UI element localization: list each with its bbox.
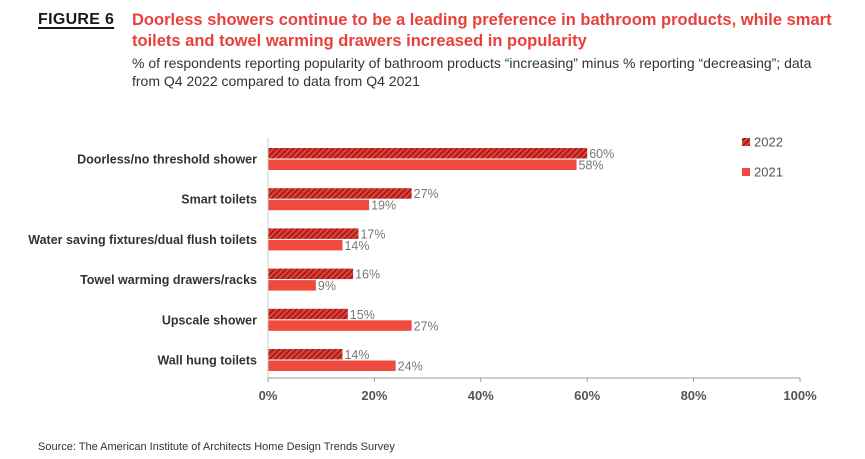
data-label-2021: 19% <box>371 199 396 213</box>
bar-2021 <box>268 199 370 211</box>
bar-2021 <box>268 320 412 331</box>
bar-2022 <box>268 308 348 320</box>
category-label: Doorless/no threshold shower <box>77 153 257 167</box>
data-label-2021: 14% <box>344 239 369 253</box>
data-label-2022: 16% <box>355 268 380 282</box>
bar-2022 <box>268 349 343 360</box>
data-label-2021: 9% <box>318 279 336 293</box>
data-label-2022: 15% <box>350 308 375 322</box>
x-tick-label: 0% <box>259 388 278 403</box>
data-label-2022: 27% <box>414 187 439 201</box>
category-label: Smart toilets <box>181 193 257 207</box>
x-tick-label: 80% <box>681 388 707 403</box>
data-label-2022: 17% <box>360 227 385 241</box>
data-label-2022: 14% <box>344 348 369 362</box>
legend-swatch-2021 <box>742 168 750 176</box>
bar-2022 <box>268 188 412 199</box>
data-label-2021: 24% <box>398 360 423 374</box>
legend-label-2021: 2021 <box>754 165 783 180</box>
bar-2022 <box>268 148 588 159</box>
category-label: Water saving fixtures/dual flush toilets <box>28 233 257 247</box>
x-tick-label: 20% <box>361 388 387 403</box>
bar-2021 <box>268 239 343 251</box>
data-label-2021: 58% <box>579 159 604 173</box>
x-tick-label: 100% <box>783 388 817 403</box>
figure-label: FIGURE 6 <box>38 11 115 28</box>
bar-2022 <box>268 228 359 239</box>
bar-2021 <box>268 159 577 170</box>
source-note: Source: The American Institute of Archit… <box>38 441 395 453</box>
category-label: Wall hung toilets <box>157 354 257 368</box>
chart-subtitle: % of respondents reporting popularity of… <box>132 55 812 89</box>
chart-title: Doorless showers continue to be a leadin… <box>132 11 832 50</box>
data-label-2021: 27% <box>414 319 439 333</box>
data-label-2022: 60% <box>589 147 614 161</box>
bar-2021 <box>268 280 316 291</box>
category-label: Upscale shower <box>162 313 257 327</box>
bar-2022 <box>268 268 354 280</box>
x-tick-label: 40% <box>468 388 494 403</box>
legend-label-2022: 2022 <box>754 135 783 150</box>
bar-2021 <box>268 360 396 371</box>
legend-swatch-2022 <box>742 138 750 146</box>
category-label: Towel warming drawers/racks <box>80 273 257 287</box>
x-tick-label: 60% <box>574 388 600 403</box>
